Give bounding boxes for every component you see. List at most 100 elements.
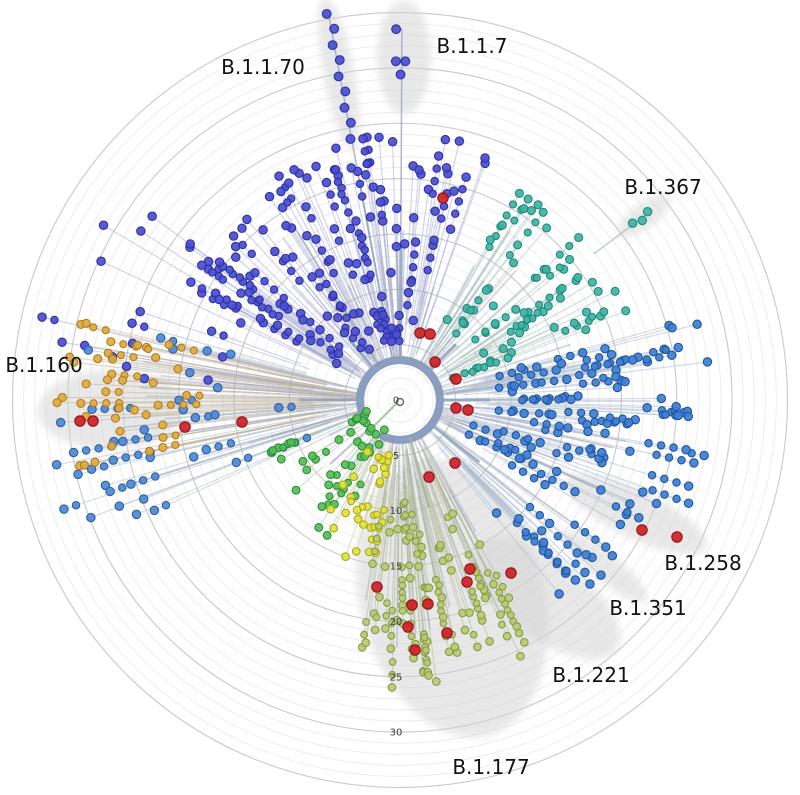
tip-node bbox=[519, 204, 529, 214]
internal-node bbox=[307, 214, 316, 223]
tip-node bbox=[311, 161, 321, 172]
tip-node bbox=[581, 549, 591, 560]
internal-node bbox=[544, 548, 553, 557]
tip-node bbox=[381, 624, 390, 633]
clade-highlight-b-1-221 bbox=[471, 536, 621, 660]
internal-branch bbox=[344, 268, 385, 363]
internal-branch bbox=[438, 414, 486, 434]
internal-node bbox=[535, 511, 545, 520]
internal-node bbox=[372, 613, 381, 622]
tip-node bbox=[485, 637, 494, 646]
branch bbox=[436, 268, 547, 368]
internal-node bbox=[529, 417, 539, 427]
internal-node bbox=[555, 250, 564, 259]
tip-node bbox=[642, 402, 652, 413]
internal-node bbox=[492, 358, 501, 367]
tip-node bbox=[374, 439, 384, 449]
branch bbox=[417, 461, 464, 614]
internal-node bbox=[238, 240, 247, 250]
tip-node bbox=[236, 288, 246, 298]
tip-node bbox=[79, 460, 89, 470]
tip-node bbox=[535, 437, 545, 448]
internal-node bbox=[387, 619, 396, 628]
red-sample-node bbox=[414, 327, 426, 339]
tip-node bbox=[581, 325, 591, 335]
internal-branch bbox=[440, 408, 614, 449]
internal-node bbox=[590, 417, 599, 427]
tip-node bbox=[497, 220, 507, 230]
tip-node bbox=[465, 608, 474, 618]
internal-node bbox=[510, 445, 520, 455]
internal-node bbox=[549, 376, 559, 386]
internal-node bbox=[50, 315, 59, 325]
internal-node bbox=[575, 446, 584, 455]
internal-node bbox=[518, 380, 528, 390]
internal-node bbox=[499, 427, 508, 436]
internal-node bbox=[672, 494, 681, 504]
tip-node bbox=[151, 353, 161, 363]
tip-node bbox=[52, 398, 62, 408]
tip-node bbox=[438, 612, 448, 622]
tip-node bbox=[554, 421, 564, 432]
tip-node bbox=[76, 398, 86, 408]
tip-node bbox=[557, 283, 567, 293]
internal-node bbox=[370, 547, 379, 556]
tip-node bbox=[326, 504, 335, 514]
branch bbox=[448, 440, 587, 556]
tip-node bbox=[341, 552, 350, 561]
tip-node bbox=[574, 232, 584, 243]
tip-node bbox=[105, 486, 115, 497]
internal-node bbox=[587, 312, 597, 321]
branch bbox=[274, 250, 350, 341]
internal-node bbox=[401, 523, 410, 532]
tip-node bbox=[610, 286, 620, 296]
branch bbox=[406, 446, 423, 548]
tip-node bbox=[480, 593, 490, 603]
branch bbox=[85, 322, 348, 388]
tip-node bbox=[351, 258, 362, 269]
internal-node bbox=[235, 273, 245, 282]
red-sample-node bbox=[441, 627, 453, 639]
tip-node bbox=[334, 435, 344, 445]
internal-node bbox=[542, 420, 551, 429]
tip-node bbox=[133, 340, 143, 350]
internal-node bbox=[563, 540, 572, 549]
internal-node bbox=[585, 445, 594, 454]
tip-node bbox=[242, 214, 252, 225]
tip-node bbox=[102, 375, 113, 385]
tip-node bbox=[446, 566, 456, 575]
tip-node bbox=[273, 402, 284, 413]
tip-node bbox=[563, 423, 573, 433]
tip-node bbox=[689, 458, 699, 468]
tip-node bbox=[126, 479, 136, 489]
internal-node bbox=[94, 444, 103, 453]
tip-node bbox=[156, 333, 166, 343]
tree-tip-nodes bbox=[37, 8, 713, 692]
branch bbox=[100, 260, 323, 365]
tip-node bbox=[405, 573, 415, 583]
tip-node bbox=[202, 346, 212, 356]
tip-node bbox=[514, 188, 524, 198]
internal-node bbox=[458, 185, 467, 194]
branch bbox=[230, 353, 307, 376]
branch bbox=[111, 356, 317, 388]
internal-node bbox=[656, 441, 666, 450]
branch bbox=[446, 415, 570, 458]
red-sample-node bbox=[671, 531, 683, 543]
internal-node bbox=[326, 345, 335, 354]
internal-node bbox=[564, 407, 573, 417]
internal-node bbox=[133, 450, 143, 460]
internal-node bbox=[481, 425, 490, 434]
trunk-stem bbox=[430, 423, 480, 463]
internal-node bbox=[580, 363, 590, 372]
internal-node bbox=[571, 559, 580, 568]
tip-node bbox=[562, 374, 572, 385]
tip-node bbox=[340, 460, 350, 470]
internal-node bbox=[138, 476, 148, 485]
tip-node bbox=[504, 593, 514, 603]
internal-node bbox=[539, 368, 548, 377]
tip-node bbox=[515, 328, 525, 338]
tip-node bbox=[523, 194, 533, 204]
internal-node bbox=[436, 214, 446, 223]
